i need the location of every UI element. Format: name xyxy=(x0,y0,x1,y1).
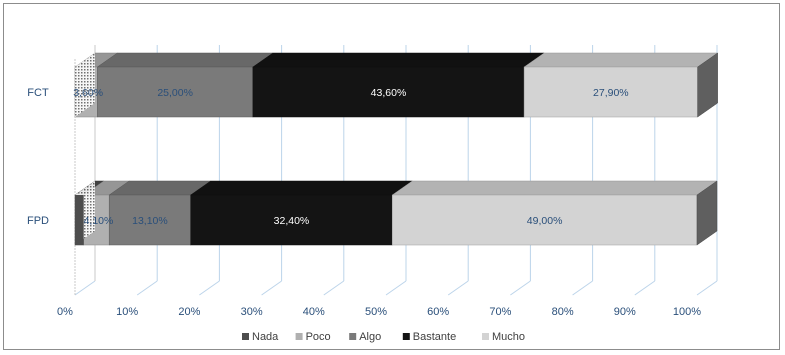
bar-fct-bastante xyxy=(252,66,525,118)
category-label-fpd: FPD xyxy=(27,215,49,227)
floor-gridline xyxy=(385,280,407,296)
category-label-fct: FCT xyxy=(27,87,49,99)
bar-top-fpd-mucho xyxy=(391,180,718,196)
bar-end-fct xyxy=(697,52,718,118)
floor-gridline xyxy=(634,280,656,296)
bar-top-fpd-bastante xyxy=(189,180,414,196)
x-tick-label: 10% xyxy=(116,306,138,318)
x-tick-label: 20% xyxy=(178,306,200,318)
bar-top-fct-algo xyxy=(96,52,274,68)
data-label-fct-bastante: 43,60% xyxy=(371,87,407,99)
legend-label-bastante: Bastante xyxy=(413,331,456,343)
data-label-fpd-mucho: 49,00% xyxy=(527,215,563,227)
data-label-fpd-poco: 4,10% xyxy=(84,215,114,227)
legend-swatch-poco xyxy=(295,333,303,340)
legend-swatch-nada xyxy=(242,333,249,340)
x-tick-label: 0% xyxy=(57,306,73,318)
legend-label-mucho: Mucho xyxy=(492,331,525,343)
floor-gridline xyxy=(696,280,718,296)
floor-gridline xyxy=(572,280,593,296)
floor-gridline xyxy=(323,280,345,296)
bar-top-fct-mucho xyxy=(523,52,719,68)
x-tick-label: 100% xyxy=(673,306,701,318)
bar-top-fct-bastante xyxy=(252,52,545,68)
legend-swatch-algo xyxy=(349,333,357,340)
x-tick-label: 50% xyxy=(365,306,387,318)
bar-fpd-mucho xyxy=(391,194,698,246)
data-label-fct-mucho: 27,90% xyxy=(593,87,629,99)
bar-fct-algo xyxy=(97,66,254,118)
x-tick-label: 80% xyxy=(552,306,574,318)
x-tick-label: 30% xyxy=(241,306,263,318)
legend-label-nada: Nada xyxy=(252,331,279,343)
legend-label-poco: Poco xyxy=(306,331,331,343)
bar-fpd-algo xyxy=(108,194,191,246)
floor-gridline xyxy=(74,280,96,296)
x-tick-label: 90% xyxy=(614,306,636,318)
floor-gridline xyxy=(510,280,531,296)
x-tick-label: 70% xyxy=(489,306,511,318)
x-tick-label: 60% xyxy=(427,306,449,318)
bar-fpd-nada-front xyxy=(75,195,84,245)
floor-gridline xyxy=(136,280,158,296)
data-label-fpd-bastante: 32,40% xyxy=(274,215,310,227)
bar-cap-fct xyxy=(75,53,95,117)
legend-label-algo: Algo xyxy=(359,331,381,343)
floor-gridline xyxy=(261,280,282,296)
floor-gridline xyxy=(447,280,469,296)
data-label-fct-poco: 3,60% xyxy=(73,87,103,99)
legend-swatch-mucho xyxy=(482,333,489,340)
x-tick-label: 40% xyxy=(303,306,325,318)
data-label-fct-algo: 25,00% xyxy=(157,87,193,99)
legend-swatch-bastante xyxy=(402,333,410,340)
bar-fct-mucho xyxy=(523,66,698,118)
data-label-fpd-algo: 13,10% xyxy=(132,215,168,227)
bar-end-fpd xyxy=(696,180,718,246)
floor-gridline xyxy=(199,280,220,296)
